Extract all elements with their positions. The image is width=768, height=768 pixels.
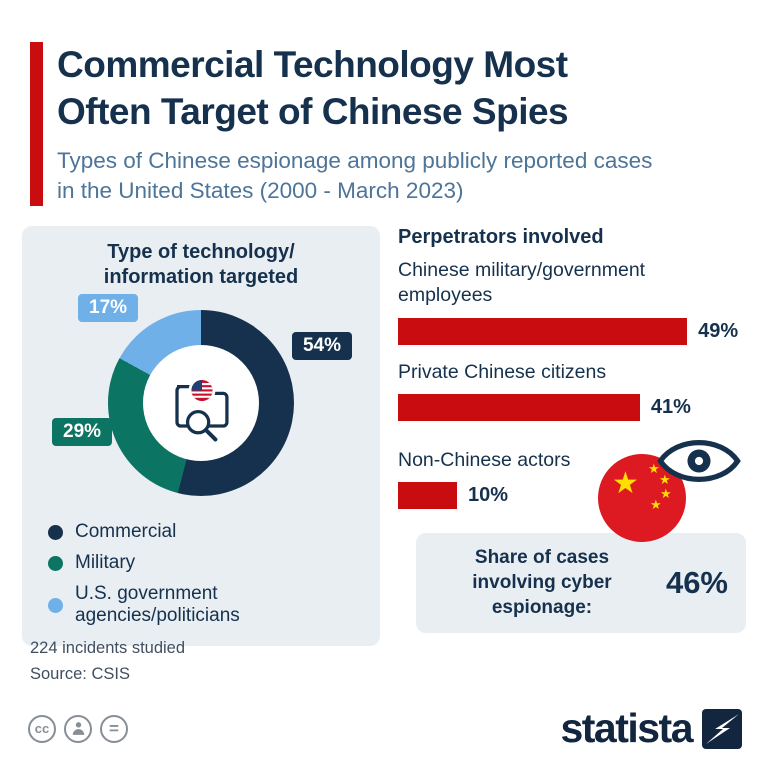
attribution-icon[interactable] xyxy=(64,714,92,743)
statista-logomark xyxy=(702,708,742,749)
bar-value-private-citizens: 41% xyxy=(650,396,691,419)
donut-heading-line-2: information targeted xyxy=(103,266,299,288)
legend-dot-government xyxy=(48,597,63,613)
header: Commercial Technology Most Often Target … xyxy=(30,42,669,206)
statista-wordmark: statista xyxy=(560,705,693,751)
perpetrator-bar-non-chinese xyxy=(398,482,457,510)
perpetrator-bar-chinese-military xyxy=(398,317,688,345)
technology-targeted-panel: Type of technology/ information targeted… xyxy=(22,226,380,646)
donut-heading-line-1: Type of technology/ xyxy=(107,241,295,263)
bar-label-chinese-military: Chinese military/government employees xyxy=(398,259,646,307)
bar-label-non-chinese: Non-Chinese actors xyxy=(398,449,571,472)
donut-label-government: 17% xyxy=(78,294,139,322)
incidents-note: 224 incidents studied xyxy=(30,639,186,657)
espionage-illustration: ★ ★ ★ ★ ★ xyxy=(598,438,748,563)
legend-dot-military xyxy=(48,555,63,571)
title-line-1: Commercial Technology Most xyxy=(57,44,568,85)
eye-icon xyxy=(657,440,741,482)
cyber-espionage-label: Share of cases involving cyber espionage… xyxy=(472,547,612,618)
legend-dot-commercial xyxy=(48,524,63,540)
flag-star-small-2: ★ xyxy=(659,472,671,487)
legend-label-military: Military xyxy=(75,552,136,573)
donut-chart xyxy=(108,310,294,496)
perpetrators-section: Perpetrators involved Chinese military/g… xyxy=(398,226,746,646)
legend-item-commercial: Commercial xyxy=(48,521,366,543)
title-accent-bar xyxy=(30,42,43,206)
no-derivatives-icon[interactable]: = xyxy=(100,714,128,743)
main-content: Type of technology/ information targeted… xyxy=(22,226,746,646)
donut-chart-area: 17% 54% 29% xyxy=(36,294,366,512)
bar-group-non-chinese: 10% xyxy=(398,482,746,510)
legend-item-military: Military xyxy=(48,552,366,574)
bar-value-non-chinese: 10% xyxy=(468,484,509,507)
header-text: Commercial Technology Most Often Target … xyxy=(57,42,669,206)
folder-search-icon xyxy=(175,377,229,442)
flag-star-large: ★ xyxy=(612,467,639,500)
source-note: Source: CSIS xyxy=(30,664,130,683)
statista-brand[interactable]: statista xyxy=(560,705,742,752)
legend-label-government: U.S. government agencies/politicians xyxy=(75,583,240,626)
cc-license-icons: cc = xyxy=(28,714,128,743)
donut-hole xyxy=(143,345,259,461)
perpetrator-bar-private-citizens xyxy=(398,394,640,422)
cyber-espionage-value: 46% xyxy=(665,565,728,601)
bar-group-chinese-military: 49% xyxy=(398,317,746,345)
bottom-bar: cc = statista xyxy=(28,705,742,752)
magnifier-icon xyxy=(185,410,218,442)
bar-value-chinese-military: 49% xyxy=(698,319,739,342)
page-title: Commercial Technology Most Often Target … xyxy=(57,42,669,136)
perpetrators-heading: Perpetrators involved xyxy=(398,226,604,248)
us-flag-icon xyxy=(188,377,216,404)
donut-legend: Commercial Military U.S. government agen… xyxy=(48,521,366,627)
cyber-espionage-box: Share of cases involving cyber espionage… xyxy=(416,533,746,634)
donut-label-military: 29% xyxy=(52,418,113,446)
flag-star-small-4: ★ xyxy=(650,497,662,512)
bar-label-private-citizens: Private Chinese citizens xyxy=(398,360,607,383)
flag-star-small-3: ★ xyxy=(660,486,672,501)
page-subtitle: Types of Chinese espionage among publicl… xyxy=(57,147,653,203)
title-line-2: Often Target of Chinese Spies xyxy=(57,90,569,132)
legend-item-government: U.S. government agencies/politicians xyxy=(48,583,366,627)
footnotes: 224 incidents studied Source: CSIS xyxy=(30,636,185,687)
legend-label-commercial: Commercial xyxy=(75,521,177,542)
donut-label-commercial: 54% xyxy=(291,332,352,360)
bar-group-private-citizens: 41% xyxy=(398,394,746,422)
flag-star-small-1: ★ xyxy=(648,461,660,476)
cc-icon[interactable]: cc xyxy=(28,714,56,743)
donut-panel-heading: Type of technology/ information targeted xyxy=(36,240,366,290)
